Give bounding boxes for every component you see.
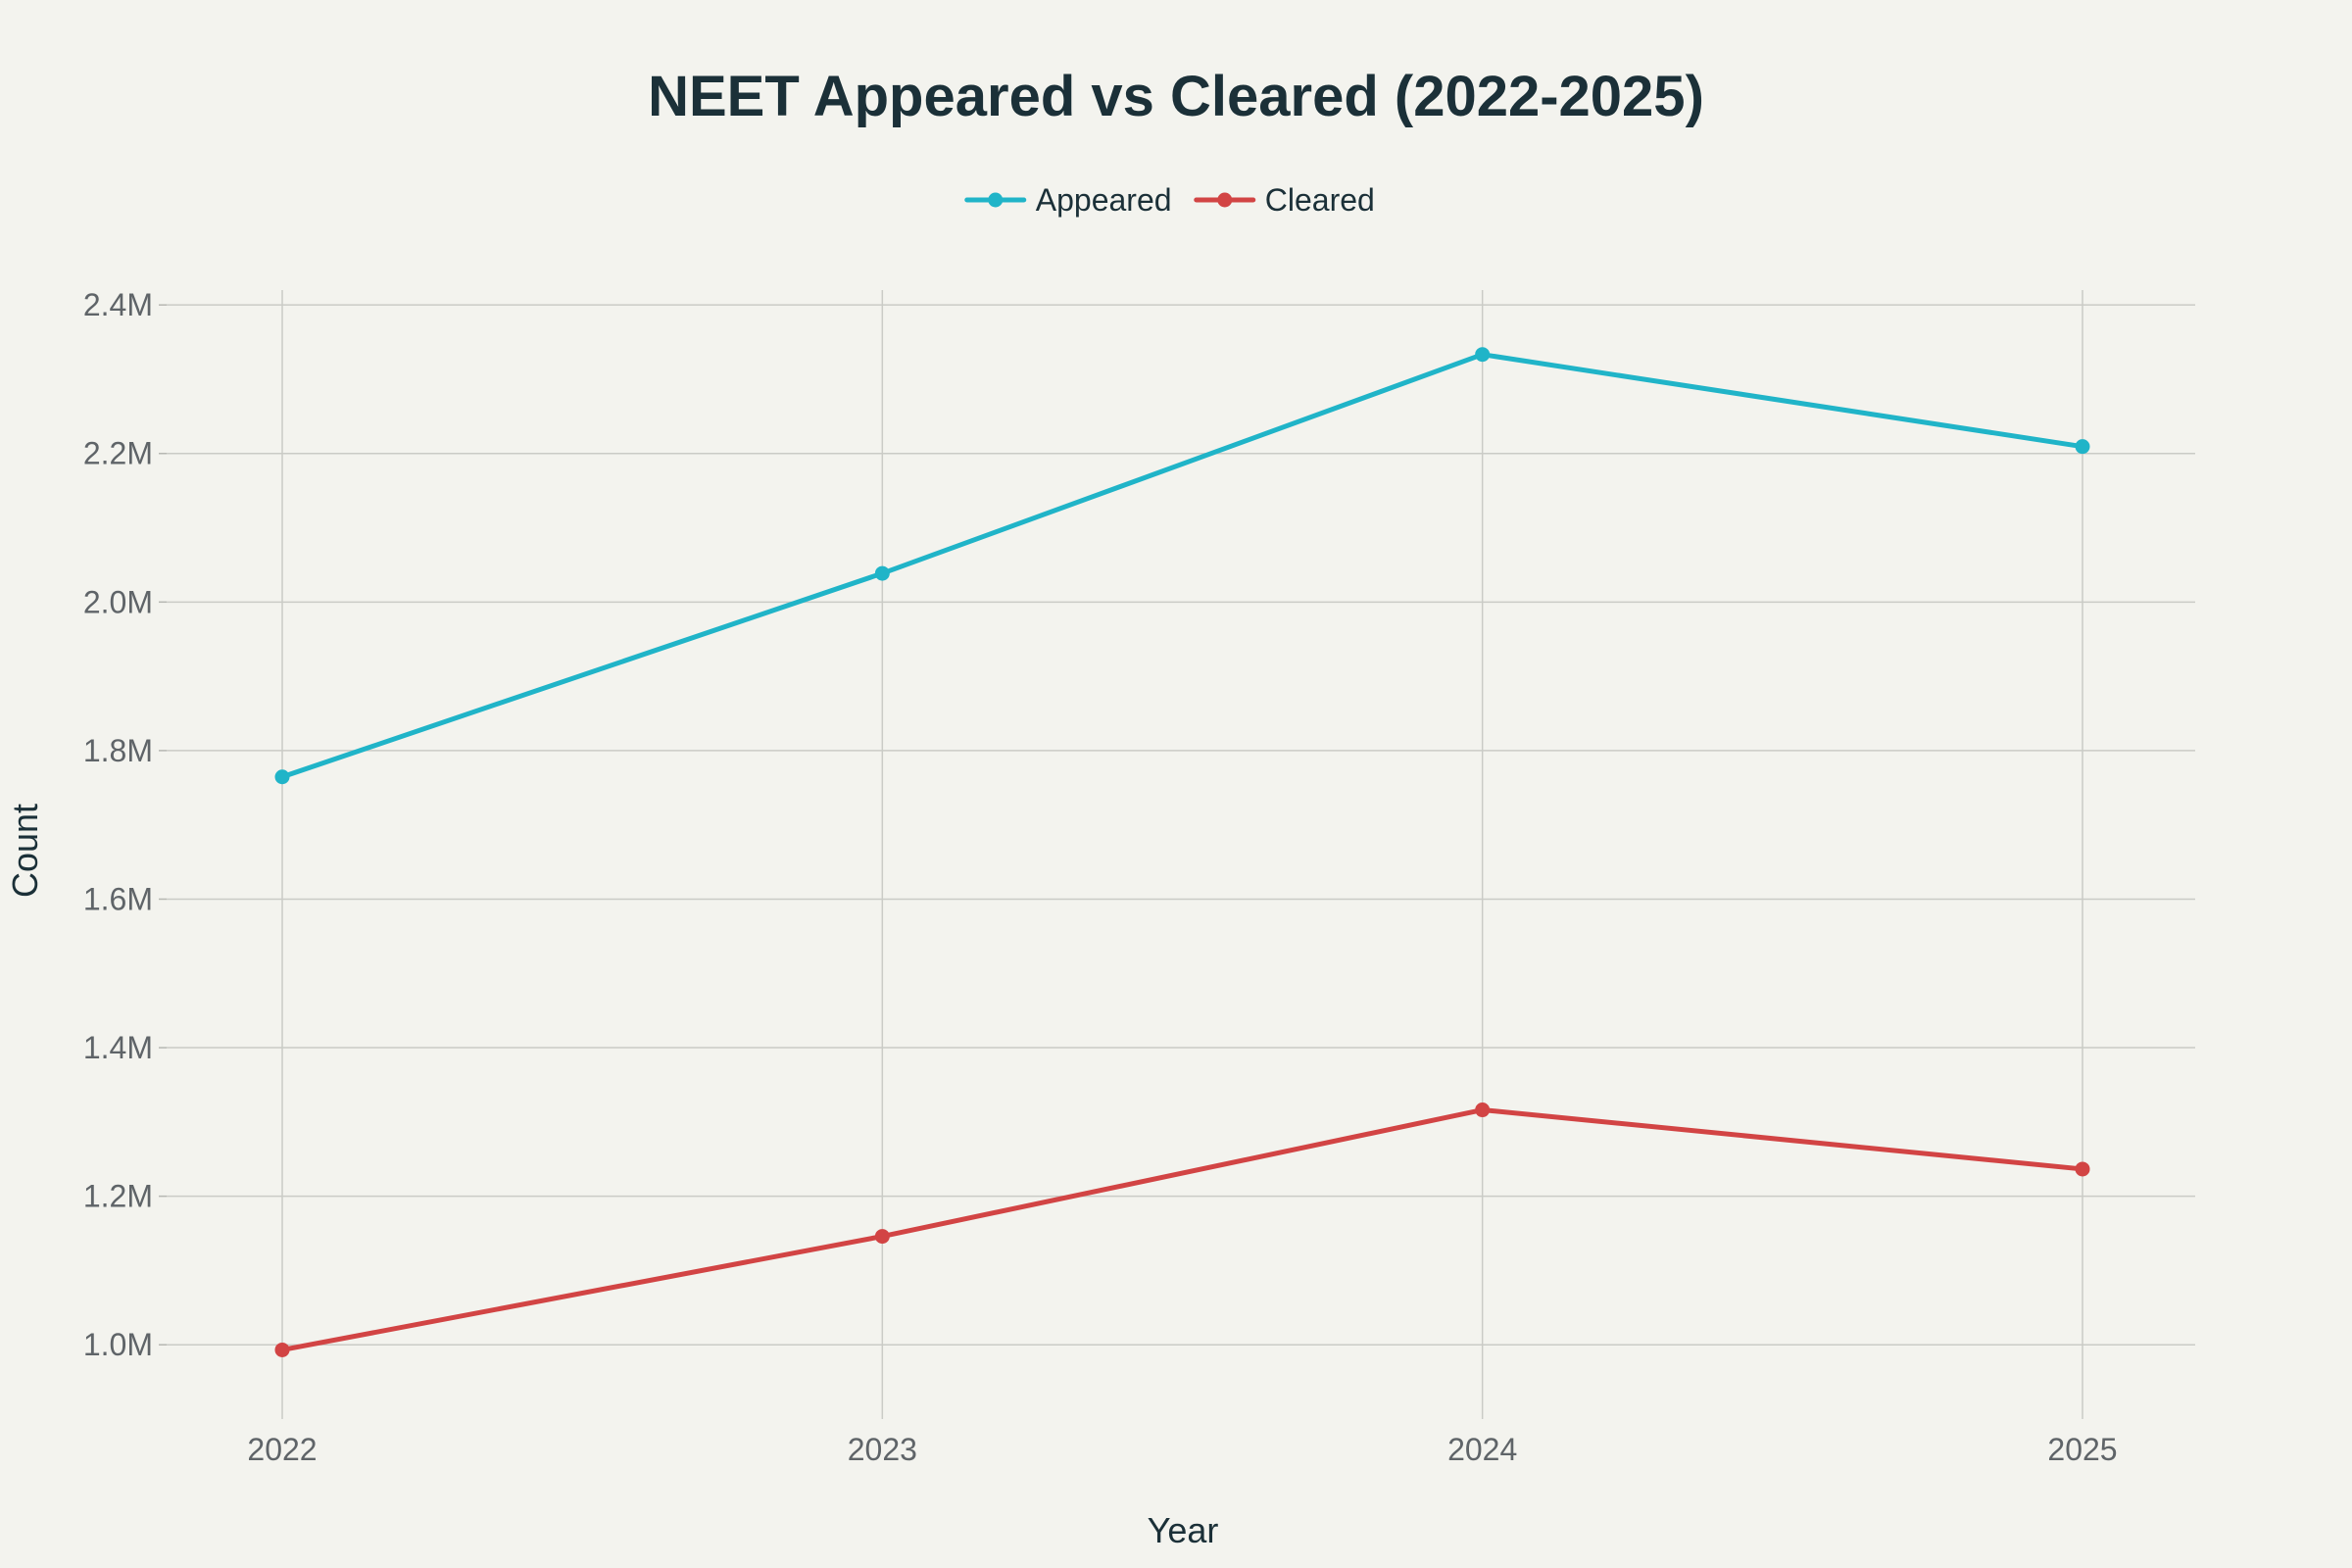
chart-title: NEET Appeared vs Cleared (2022-2025) [648,65,1704,128]
y-tick-label: 1.4M [83,1030,153,1065]
legend-swatch-marker [1217,192,1233,208]
data-point[interactable] [874,1229,890,1245]
legend-swatch-marker [988,192,1004,208]
series-line [279,352,2085,780]
series-line [279,1107,2085,1352]
x-tick-label: 2025 [2047,1432,2117,1467]
legend-label: Appeared [1036,182,1172,218]
series-cleared [274,1102,2090,1357]
x-axis-title: Year [1148,1510,1219,1550]
x-gridlines [281,290,2083,1419]
legend: Appeared Cleared [964,182,1375,218]
y-axis-title: Count [5,804,45,898]
data-point[interactable] [2075,439,2090,455]
x-tick-label: 2022 [247,1432,317,1467]
y-tick-label: 1.2M [83,1179,153,1214]
legend-item-appeared[interactable]: Appeared [964,182,1172,218]
series-layer [274,347,2090,1357]
x-axis-ticks: 2022 2023 2024 2025 [247,1432,2117,1467]
legend-item-cleared[interactable]: Cleared [1194,182,1375,218]
y-tick-label: 2.2M [83,436,153,471]
y-tick-label: 1.0M [83,1327,153,1362]
series-appeared [274,347,2090,785]
data-point[interactable] [1475,1102,1491,1118]
data-point[interactable] [1475,347,1491,363]
data-point[interactable] [874,565,890,581]
data-point[interactable] [274,769,290,785]
data-point[interactable] [2075,1161,2090,1177]
data-point[interactable] [274,1342,290,1357]
y-tick-label: 2.4M [83,287,153,322]
y-tick-label: 1.8M [83,733,153,768]
x-tick-label: 2023 [848,1432,917,1467]
y-tick-label: 1.6M [83,881,153,916]
legend-label: Cleared [1265,182,1375,218]
x-tick-label: 2024 [1447,1432,1517,1467]
y-tick-label: 2.0M [83,584,153,619]
y-gridlines [167,304,2195,1346]
y-axis-ticks: 1.0M 1.2M 1.4M 1.6M 1.8M 2.0M 2.2M 2.4M [83,287,167,1362]
